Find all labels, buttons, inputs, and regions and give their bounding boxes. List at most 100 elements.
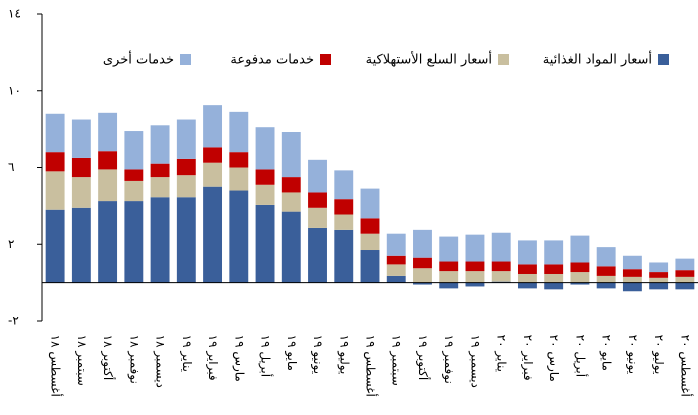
bar-segment: [360, 250, 380, 283]
bar-segment: [413, 257, 432, 269]
bar-segment: [413, 268, 432, 283]
bar-segment: [176, 197, 196, 283]
bar-segment: [413, 282, 432, 285]
legend-swatch: [320, 54, 331, 65]
bar-segment: [544, 264, 564, 274]
bar-segment: [439, 282, 459, 289]
x-tick-label: أغسطس ١٨: [48, 335, 64, 397]
y-tick-label: ٢: [8, 237, 14, 251]
x-tick-label: أكتوبر ١٨: [100, 335, 116, 381]
bar-segment: [203, 162, 223, 187]
bar-segment: [281, 132, 301, 178]
bar-segment: [596, 282, 616, 289]
legend-swatch: [498, 54, 509, 65]
bar-segment: [150, 163, 170, 178]
bar-segment: [98, 151, 118, 170]
bar-segment: [255, 204, 275, 283]
bar-segment: [281, 192, 301, 212]
bar-segment: [255, 169, 275, 185]
bar-segment: [439, 261, 459, 272]
bar-segment: [649, 262, 669, 273]
bar-segment: [570, 262, 590, 273]
bar-segment: [649, 282, 669, 290]
bar-segment: [308, 227, 327, 283]
legend-swatch: [180, 54, 191, 65]
y-tick-label: ١٠: [8, 83, 21, 97]
bar-segment: [229, 190, 249, 283]
bar-segment: [229, 152, 249, 168]
bar-segment: [45, 171, 65, 210]
legend-label: أسعار المواد الغذائية: [543, 51, 652, 68]
bar-segment: [334, 199, 354, 215]
bar-segment: [98, 169, 118, 202]
bar-segment: [124, 131, 144, 170]
bar-segment: [124, 201, 144, 283]
bar-segment: [465, 261, 485, 272]
x-tick-label: فبراير ١٩: [205, 335, 220, 381]
bar-segment: [675, 276, 695, 283]
bar-segment: [649, 272, 669, 278]
bar-segment: [255, 127, 275, 170]
bar-segment: [517, 240, 537, 265]
bar-segment: [229, 167, 249, 191]
bar-segment: [360, 188, 380, 219]
bar-segment: [544, 240, 564, 265]
x-tick-label: سبتمبر ١٩: [389, 335, 404, 386]
bar-segment: [386, 233, 406, 256]
bar-segment: [176, 175, 196, 198]
bar-segment: [491, 232, 511, 262]
bar-segment: [71, 177, 91, 208]
x-tick-label: أبريل ١٩: [258, 335, 274, 377]
bar-segment: [150, 177, 170, 198]
bar-segment: [124, 180, 144, 202]
bar-segment: [386, 275, 406, 283]
y-tick-label: ٦: [8, 160, 14, 174]
x-tick-label: مايو ١٩: [284, 335, 299, 371]
bar-segment: [308, 207, 327, 228]
x-tick-label: يناير ٢٠: [494, 335, 509, 372]
bar-segment: [203, 105, 223, 148]
bar-segment: [465, 234, 485, 262]
bar-segment: [491, 261, 511, 272]
bar-segment: [491, 271, 511, 282]
bar-segment: [622, 282, 642, 292]
y-tick-label: ١٤: [8, 7, 21, 21]
bar-segment: [203, 147, 223, 163]
legend-swatch: [658, 54, 669, 65]
legend-label: خدمات أخرى: [103, 51, 174, 68]
bar-segment: [439, 271, 459, 283]
bar-segment: [203, 186, 223, 283]
bar-segment: [98, 112, 118, 152]
x-tick-label: نوفمبر ١٩: [441, 335, 456, 384]
legend-label: أسعار السلع الأستهلاكية: [366, 51, 492, 68]
bar-segment: [439, 236, 459, 262]
bar-segment: [150, 197, 170, 283]
bar-segment: [544, 273, 564, 283]
bar-segment: [570, 235, 590, 263]
bar-segment: [544, 282, 564, 290]
bar-segment: [98, 201, 118, 283]
x-tick-label: يونيو ١٩: [310, 335, 325, 374]
bar-segment: [45, 113, 65, 153]
bar-segment: [596, 247, 616, 267]
bar-segment: [176, 119, 196, 159]
x-tick-label: مارس ٢٠: [546, 335, 561, 382]
bar-segment: [176, 158, 196, 176]
bar-segment: [281, 211, 301, 283]
bar-segment: [596, 275, 616, 283]
bar-segment: [517, 273, 537, 283]
bar-segment: [596, 266, 616, 276]
bar-segment: [622, 255, 642, 270]
x-tick-label: ديسمبر ١٩: [467, 335, 482, 388]
x-tick-label: ديسمبر ١٨: [153, 335, 168, 388]
bar-segment: [570, 272, 590, 283]
bar-segment: [71, 207, 91, 283]
bar-segment: [675, 270, 695, 277]
bar-segment: [150, 125, 170, 164]
bar-segment: [71, 119, 91, 158]
bar-segment: [229, 111, 249, 153]
bar-segment: [124, 169, 144, 181]
bar-segment: [71, 157, 91, 178]
x-tick-label: مايو ٢٠: [599, 335, 614, 371]
